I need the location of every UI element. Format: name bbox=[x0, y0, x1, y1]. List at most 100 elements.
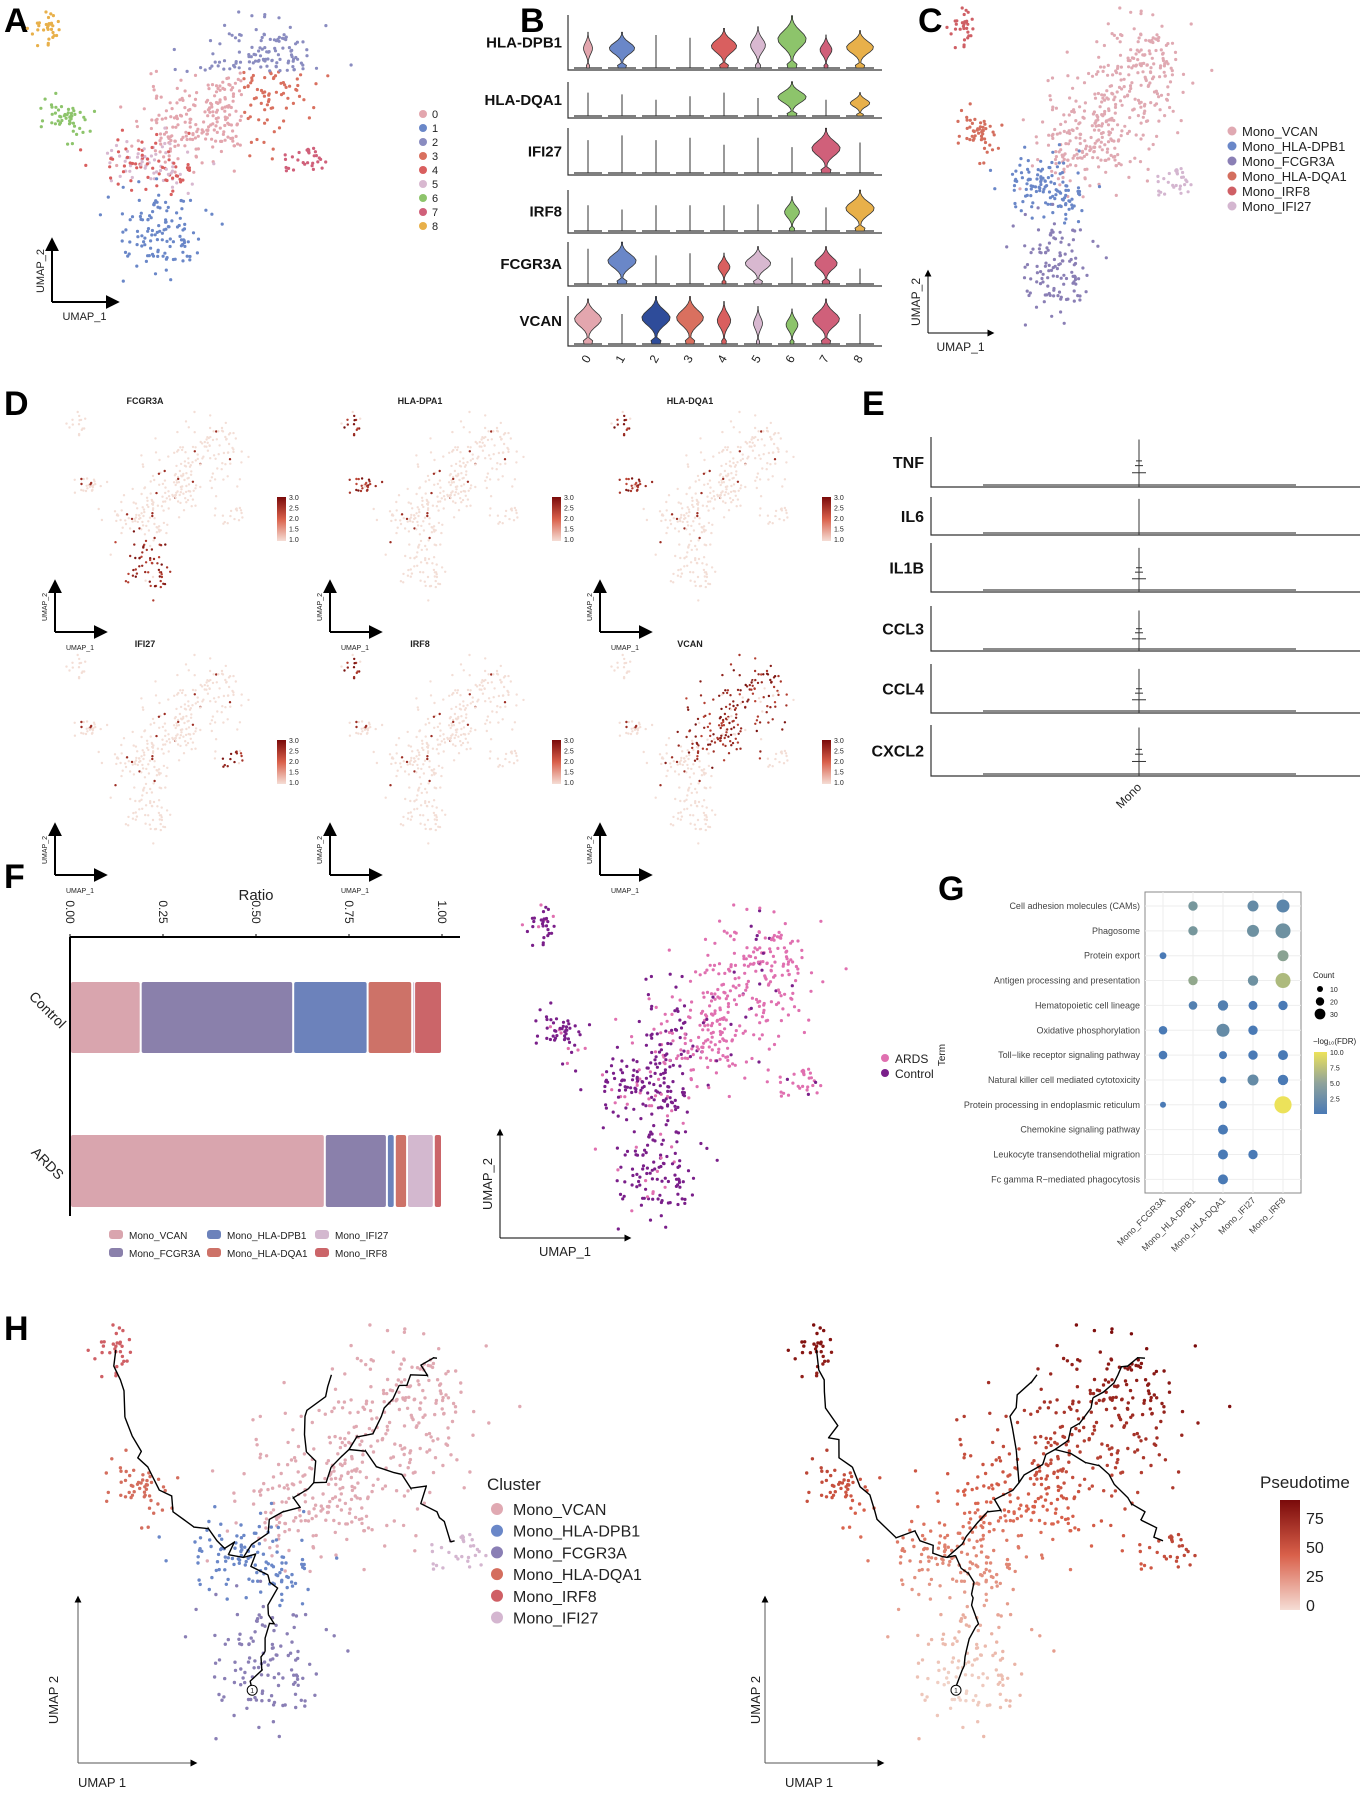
umap-point bbox=[978, 125, 983, 129]
umap-point bbox=[726, 728, 729, 731]
umap-point bbox=[711, 523, 714, 526]
umap-point bbox=[561, 1062, 565, 1066]
umap-point bbox=[157, 113, 161, 117]
umap-point bbox=[466, 445, 470, 449]
umap-point bbox=[218, 100, 222, 104]
umap-point bbox=[497, 721, 500, 724]
umap-point bbox=[777, 693, 780, 697]
umap-point bbox=[676, 730, 679, 734]
umap-point bbox=[756, 438, 760, 442]
umap-point bbox=[814, 1080, 818, 1084]
umap-point bbox=[288, 84, 292, 88]
umap-point bbox=[1066, 188, 1070, 192]
umap-point bbox=[1067, 207, 1071, 211]
umap-point bbox=[402, 581, 405, 584]
umap-point bbox=[725, 931, 729, 935]
umap-point bbox=[641, 1102, 645, 1106]
umap-point bbox=[1029, 194, 1033, 198]
umap-point bbox=[670, 513, 674, 516]
umap-point bbox=[687, 751, 691, 754]
umap-point bbox=[145, 162, 149, 166]
umap-point bbox=[627, 489, 630, 492]
umap-point bbox=[1088, 145, 1092, 149]
umap-point bbox=[156, 747, 160, 750]
umap-point bbox=[399, 522, 403, 526]
umap-point bbox=[703, 701, 706, 705]
umap-point bbox=[623, 662, 626, 665]
umap-point bbox=[724, 462, 728, 466]
umap-point bbox=[227, 122, 231, 127]
umap-point bbox=[689, 570, 692, 574]
umap-point bbox=[1062, 282, 1066, 286]
umap-point bbox=[953, 27, 958, 31]
umap-point bbox=[258, 46, 262, 50]
umap-point bbox=[502, 676, 506, 679]
umap-point bbox=[754, 678, 757, 682]
umap-point bbox=[679, 762, 682, 766]
umap-point bbox=[128, 527, 132, 530]
umap-point bbox=[675, 1007, 679, 1011]
umap-point bbox=[105, 480, 109, 484]
umap-point bbox=[623, 1153, 627, 1157]
umap-point bbox=[214, 738, 218, 741]
umap-point bbox=[193, 693, 196, 696]
umap-point bbox=[789, 996, 793, 1000]
umap-point bbox=[402, 572, 405, 576]
umap-point bbox=[138, 214, 142, 219]
umap-point bbox=[236, 142, 240, 146]
umap-point bbox=[181, 689, 185, 692]
umap-point bbox=[1089, 135, 1093, 140]
umap-point bbox=[702, 768, 706, 771]
umap-point bbox=[430, 734, 433, 738]
umap-point bbox=[637, 1019, 641, 1024]
umap-point bbox=[416, 706, 419, 709]
umap-point bbox=[284, 85, 288, 89]
umap-point bbox=[1015, 179, 1019, 183]
umap-point bbox=[1052, 222, 1056, 226]
umap-point bbox=[672, 572, 675, 576]
umap-point bbox=[701, 562, 704, 565]
umap-point bbox=[118, 174, 122, 178]
umap-point bbox=[1093, 141, 1097, 145]
umap-point bbox=[1136, 58, 1140, 62]
umap-point bbox=[455, 448, 459, 452]
umap-point bbox=[223, 123, 227, 128]
umap-point bbox=[772, 676, 776, 679]
umap-point bbox=[164, 486, 167, 489]
umap-point bbox=[248, 67, 252, 71]
umap-point bbox=[424, 544, 427, 548]
umap-point bbox=[1156, 174, 1160, 178]
umap-point bbox=[789, 958, 793, 962]
umap-point bbox=[758, 1037, 762, 1041]
umap-point bbox=[664, 1123, 668, 1127]
umap-point bbox=[419, 570, 422, 574]
umap-point bbox=[262, 33, 266, 37]
umap-point bbox=[153, 149, 157, 153]
umap-point bbox=[46, 27, 50, 31]
umap-point bbox=[146, 229, 150, 233]
umap-point bbox=[359, 660, 362, 663]
umap-point bbox=[729, 733, 733, 737]
umap-point bbox=[116, 514, 120, 517]
umap-point bbox=[659, 541, 662, 544]
umap-point bbox=[489, 495, 493, 498]
umap-point bbox=[459, 497, 462, 500]
umap-point bbox=[169, 570, 172, 573]
umap-point bbox=[1162, 177, 1166, 181]
umap-point bbox=[438, 722, 442, 725]
violin-mark bbox=[607, 241, 637, 285]
umap-point bbox=[726, 1005, 731, 1009]
umap-point bbox=[185, 69, 189, 73]
umap-point bbox=[429, 451, 433, 454]
umap-point bbox=[712, 698, 715, 701]
umap-point bbox=[692, 748, 695, 752]
umap-point bbox=[175, 707, 178, 711]
umap-point bbox=[1050, 174, 1054, 178]
dotplot-point bbox=[1158, 1050, 1168, 1060]
umap-point bbox=[150, 561, 154, 565]
umap-point bbox=[413, 799, 416, 803]
umap-point bbox=[279, 93, 284, 97]
umap-point bbox=[1154, 37, 1158, 41]
size-legend-label: 10 bbox=[1330, 987, 1338, 994]
umap-point bbox=[143, 243, 147, 247]
